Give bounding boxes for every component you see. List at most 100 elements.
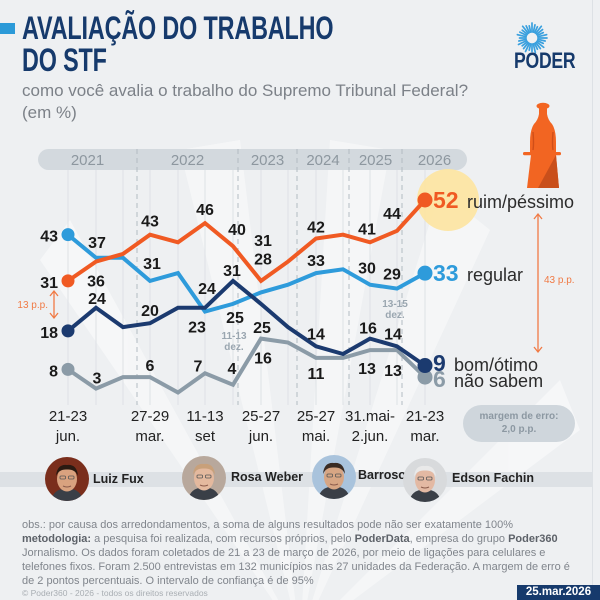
start-marker-nao-sabem	[61, 362, 75, 376]
avatar-barroso	[312, 455, 356, 499]
data-label: 30	[358, 261, 376, 278]
data-label: 42	[307, 220, 325, 237]
date-label: 25-27	[242, 408, 280, 425]
poder360-brand: Poder360	[508, 533, 558, 545]
data-label: 4	[228, 361, 237, 378]
chart-unit: (em %)	[22, 103, 77, 122]
date-label: 21-23	[406, 408, 444, 425]
series-line-bom-otimo	[66, 278, 427, 368]
data-label: 29	[383, 267, 401, 284]
footer-methodology-line5: de 2 pontos percentuais. O intervalo de …	[22, 575, 314, 587]
date-label: mar.	[410, 428, 439, 445]
avatar-luiz-fux	[45, 457, 89, 501]
data-label: 14	[307, 326, 325, 343]
data-label: 13	[384, 363, 402, 380]
data-label: 33	[307, 253, 325, 270]
start-marker-bom-otimo	[61, 324, 75, 338]
poderdata-brand: PoderData	[354, 533, 410, 545]
double-arrow-icon	[533, 212, 543, 354]
data-label: 16	[359, 321, 377, 338]
data-label: 13	[358, 361, 376, 378]
data-label: 24	[88, 291, 106, 308]
right-divider	[592, 0, 593, 600]
methodology-text: a pesquisa foi realizada, com recursos p…	[91, 533, 355, 545]
year-label: 2023	[251, 152, 284, 169]
justice-name: Edson Fachin	[452, 471, 534, 485]
data-label: 24	[198, 281, 216, 298]
footer-obs: obs.: por causa dos arredondamentos, a s…	[22, 519, 514, 531]
data-label: 25	[226, 310, 244, 327]
data-label: 46	[196, 202, 214, 219]
date-label: 2.jun.	[352, 428, 389, 445]
data-label: 40	[228, 222, 246, 239]
end-marker-ruim-pessimo	[417, 192, 433, 208]
page-title-line2: DO STF	[22, 42, 107, 78]
page-title-line1: AVALIAÇÃO DO TRABALHO	[22, 10, 334, 46]
methodology-text: , empresa do grupo	[409, 533, 509, 545]
year-label: 2021	[71, 152, 104, 169]
methodology-label: metodologia:	[22, 533, 92, 545]
legend-label-regular: regular	[467, 265, 523, 285]
date-label: mai.	[302, 428, 330, 445]
year-band	[38, 149, 467, 170]
highlight-circle	[417, 169, 479, 231]
data-label: 11	[308, 366, 325, 383]
date-label: mar.	[135, 428, 164, 445]
footer-methodology: metodologia: a pesquisa foi realizada, c…	[22, 533, 558, 546]
date-note: dez.	[224, 342, 244, 353]
poder-logo: PODER	[514, 48, 576, 73]
data-label: 14	[384, 326, 402, 343]
data-label: 23	[188, 320, 206, 337]
data-label: 31	[40, 275, 58, 292]
date-note: 13-15	[382, 299, 408, 310]
year-label: 2024	[306, 152, 339, 169]
data-label: 31	[143, 256, 161, 273]
date-label: jun.	[248, 428, 273, 445]
data-label: 43	[141, 214, 159, 231]
data-label: 18	[40, 325, 58, 342]
avatar-edson-fachin	[403, 458, 447, 502]
date-label: 27-29	[131, 408, 169, 425]
data-label: 20	[141, 303, 159, 320]
date-label: 11-13	[186, 408, 223, 425]
end-value-bom-otimo: 9	[433, 350, 446, 376]
legend-label-ruim-pessimo: ruim/péssimo	[467, 192, 574, 212]
data-label: 25	[253, 320, 271, 337]
double-arrow-icon	[49, 289, 59, 320]
end-marker-regular	[417, 265, 433, 281]
date-label: 31.mai-	[345, 408, 395, 425]
data-label: 7	[194, 358, 203, 375]
footer-methodology-line3: Jornalismo. Os dados foram coletados de …	[22, 547, 546, 559]
end-value-regular: 33	[433, 260, 459, 286]
data-label: 8	[49, 363, 58, 380]
end-value-nao-sabem: 6	[433, 366, 446, 392]
data-label: 36	[87, 274, 105, 291]
copyright: © Poder360 - 2026 - todos os direitos re…	[22, 588, 208, 598]
end-marker-bom-otimo	[417, 358, 433, 374]
margin-label: margem de erro:	[479, 411, 559, 422]
date-label: jun.	[55, 428, 80, 445]
justice-name: Barroso	[358, 468, 406, 482]
data-label: 41	[358, 221, 376, 238]
series-line-nao-sabem	[66, 336, 427, 395]
legend-label-nao-sabem: não sabem	[454, 371, 543, 391]
series-line-regular	[66, 233, 426, 314]
legend-label-bom-otimo: bom/ótimo	[454, 355, 538, 375]
justice-name: Luiz Fux	[93, 472, 144, 486]
data-label: 44	[383, 206, 401, 223]
date-label: 25-27	[297, 408, 335, 425]
date-label: set	[195, 428, 216, 445]
data-label: 31	[254, 233, 272, 250]
chart-question: como você avalia o trabalho do Supremo T…	[22, 81, 469, 100]
data-label: 37	[88, 235, 106, 252]
year-label: 2025	[359, 152, 392, 169]
margin-value: 2,0 p.p.	[501, 424, 537, 435]
sunburst-icon	[516, 22, 548, 54]
data-label: 31	[223, 263, 241, 280]
start-marker-ruim-pessimo	[61, 274, 75, 288]
justice-statue-icon	[523, 102, 561, 188]
margin-of-error-badge: margem de erro: 2,0 p.p.	[463, 405, 575, 442]
date-label: 21-23	[49, 408, 87, 425]
series-line-ruim-pessimo	[66, 198, 427, 284]
justice-name: Rosa Weber	[231, 470, 304, 484]
